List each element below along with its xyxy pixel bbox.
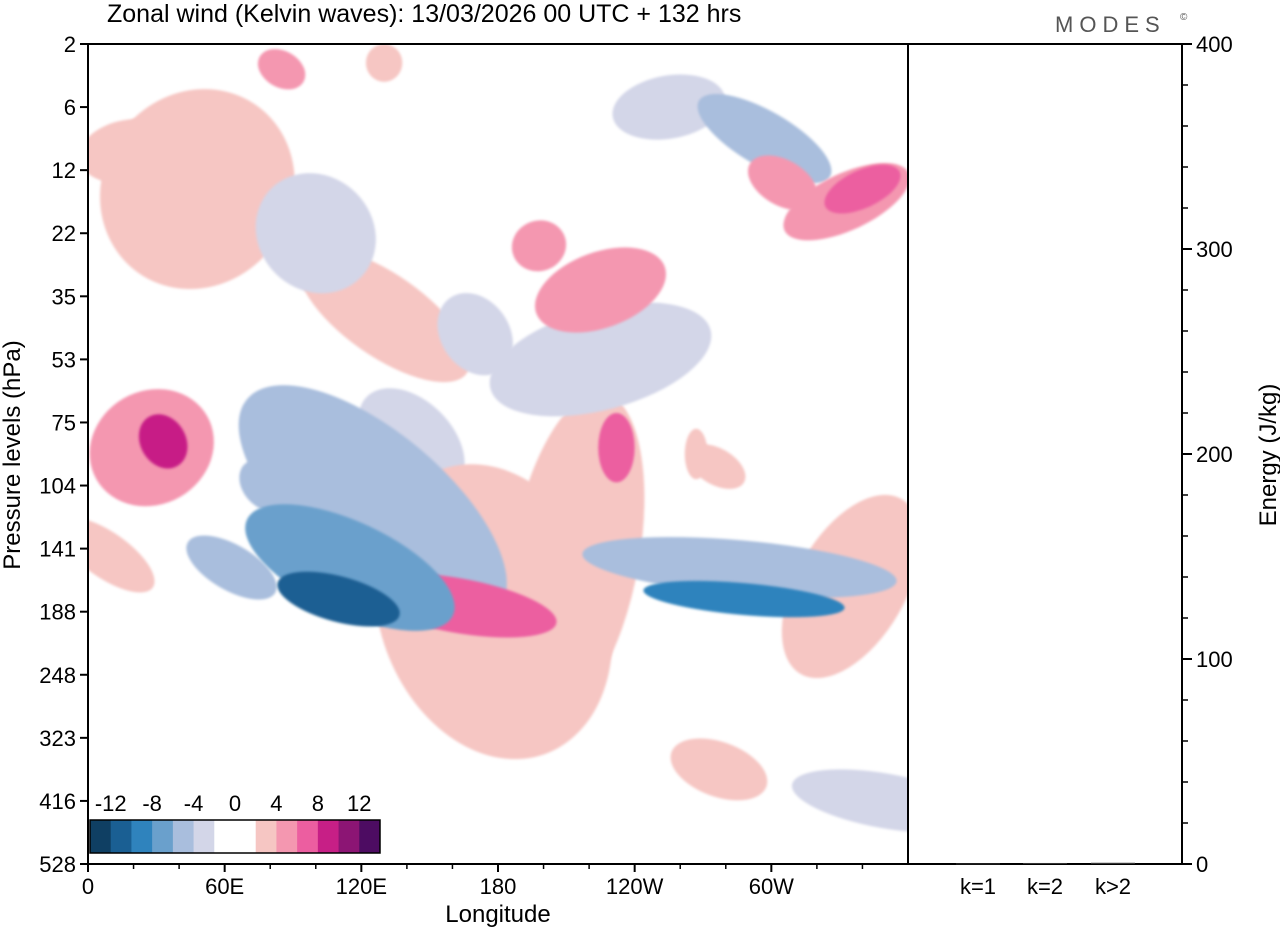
y-tick-label: 188 (39, 600, 76, 625)
colorbar-label: 8 (312, 791, 324, 816)
wind-anomaly-patch (582, 537, 897, 599)
wind-anomaly-patch (88, 118, 179, 184)
wind-anomaly-patch (277, 571, 400, 627)
colorbar-swatch (255, 820, 277, 853)
colorbar-label: -4 (184, 791, 204, 816)
energy-y-axis: 0 100 200 300 400 (1182, 32, 1233, 877)
y-tick-label: 323 (39, 726, 76, 751)
colorbar: -12 -8 -4 0 4 8 12 (89, 791, 381, 854)
y-tick-label: 35 (52, 284, 76, 309)
y-tick-label: 75 (52, 410, 76, 435)
colorbar-swatch (297, 820, 319, 853)
energy-panel (907, 43, 1183, 865)
colorbar-swatch (276, 820, 298, 853)
x-tick-label: 120W (606, 874, 664, 899)
energy-bars: k=1 k=2 k>2 (956, 862, 1135, 899)
y-tick-label: 248 (39, 663, 76, 688)
colorbar-swatch (214, 820, 236, 853)
wind-anomaly-patch (238, 385, 507, 624)
wind-anomaly-patch (697, 93, 832, 184)
y-tick-label: 12 (52, 158, 76, 183)
colorbar-label: 0 (229, 791, 241, 816)
x-tick-label: 60W (749, 874, 794, 899)
wind-anomaly-patch (489, 302, 712, 417)
colorbar-swatch (90, 820, 112, 853)
colorbar-label: -8 (142, 791, 162, 816)
wind-anomaly-patch (88, 517, 155, 593)
colorbar-label: -12 (95, 791, 127, 816)
modes-logo: MODES (1055, 12, 1166, 37)
energy-tick-label: 100 (1196, 647, 1233, 672)
y-tick-label: 528 (39, 852, 76, 877)
energy-tick-label: 300 (1196, 237, 1233, 262)
energy-tick-label: 200 (1196, 442, 1233, 467)
colorbar-swatch (193, 820, 215, 853)
y-tick-label: 22 (52, 221, 76, 246)
wind-anomaly-patch (687, 444, 746, 489)
colorbar-swatch (338, 820, 360, 853)
heatmap-field (88, 44, 908, 833)
wind-anomaly-patch (437, 293, 513, 376)
y-axis-label: Pressure levels (hPa) (0, 340, 26, 569)
y-tick-label: 6 (64, 95, 76, 120)
y-tick-label: 416 (39, 789, 76, 814)
wind-anomaly-patch (748, 155, 818, 211)
wind-anomaly-patch (670, 738, 768, 801)
y-tick-label: 53 (52, 347, 76, 372)
colorbar-swatch (317, 820, 340, 853)
chart-title: Zonal wind (Kelvin waves): 13/03/2026 00… (107, 0, 741, 28)
x-tick-label: 60E (205, 874, 244, 899)
x-tick-label: 120E (336, 874, 387, 899)
logo-mark: © (1180, 12, 1188, 23)
wind-anomaly-patch (824, 164, 901, 214)
energy-category-label: k=1 (960, 874, 996, 899)
y-tick-label: 104 (39, 474, 76, 499)
colorbar-swatch (110, 820, 132, 853)
wind-anomaly-patch (534, 247, 667, 333)
colorbar-swatch (235, 820, 257, 853)
energy-bar (956, 863, 1000, 865)
x-tick-label: 0 (82, 874, 94, 899)
wind-anomaly-patch (138, 414, 188, 469)
wind-anomaly-patch (791, 769, 908, 833)
energy-category-label: k=2 (1027, 874, 1063, 899)
x-tick-label: 180 (480, 874, 517, 899)
x-axis-label: Longitude (445, 901, 550, 928)
wind-anomaly-patch (643, 580, 845, 618)
energy-tick-label: 0 (1196, 852, 1208, 877)
colorbar-label: 12 (347, 791, 371, 816)
colorbar-swatch (152, 820, 174, 853)
wind-anomaly-patch (186, 535, 277, 600)
colorbar-swatch (172, 820, 195, 853)
y-axis: 2 6 12 22 35 53 75 104 141 188 248 323 416 528 (39, 32, 88, 877)
colorbar-frame (89, 819, 381, 854)
colorbar-swatch (359, 820, 381, 853)
wind-anomaly-patch (257, 49, 306, 90)
y-tick-label: 2 (64, 32, 76, 57)
energy-axis-label: Energy (J/kg) (1255, 384, 1280, 527)
energy-tick-label: 400 (1196, 32, 1233, 57)
energy-bar (1091, 862, 1135, 864)
wind-anomaly-patch (255, 173, 376, 294)
energy-bar (1023, 862, 1067, 864)
y-tick-label: 141 (39, 537, 76, 562)
wind-anomaly-patch (245, 504, 455, 631)
colorbar-label: 4 (270, 791, 282, 816)
energy-category-label: k>2 (1095, 874, 1131, 899)
wind-anomaly-patch (365, 44, 403, 82)
colorbar-swatch (131, 820, 153, 853)
wind-anomaly-patch (511, 220, 567, 272)
wind-anomaly-patch (598, 413, 635, 483)
x-axis: 0 60E 120E 180 120W 60W (82, 864, 864, 899)
wind-anomaly-patch (612, 74, 726, 140)
